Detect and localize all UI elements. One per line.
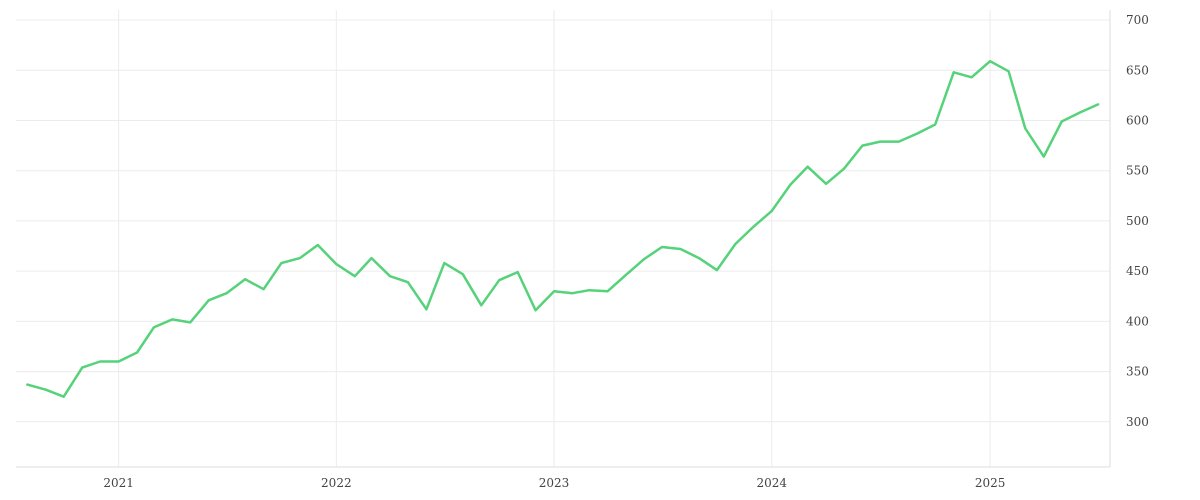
- y-tick-label: 650: [1126, 63, 1149, 77]
- y-tick-label: 400: [1126, 314, 1149, 328]
- y-tick-label: 300: [1126, 415, 1149, 429]
- x-tick-label: 2024: [757, 476, 788, 490]
- y-tick-label: 700: [1126, 13, 1149, 27]
- y-tick-label: 450: [1126, 264, 1149, 278]
- y-tick-label: 350: [1126, 365, 1149, 379]
- y-tick-label: 600: [1126, 113, 1149, 127]
- x-tick-label: 2025: [975, 476, 1006, 490]
- y-tick-label: 500: [1126, 214, 1149, 228]
- series-line: [26, 59, 1100, 398]
- x-axis-tick-labels: 2021 2022 2023 2024 2025: [103, 476, 1005, 490]
- x-tick-label: 2022: [321, 476, 352, 490]
- y-tick-label: 550: [1126, 164, 1149, 178]
- x-tick-label: 2021: [103, 476, 134, 490]
- y-axis-tick-labels: 300 350 400 450 500 550 600 650 700: [1126, 13, 1149, 429]
- x-tick-label: 2023: [539, 476, 570, 490]
- vertical-gridlines: [118, 10, 991, 467]
- horizontal-gridlines: [16, 19, 1110, 423]
- series-group: [26, 59, 1100, 398]
